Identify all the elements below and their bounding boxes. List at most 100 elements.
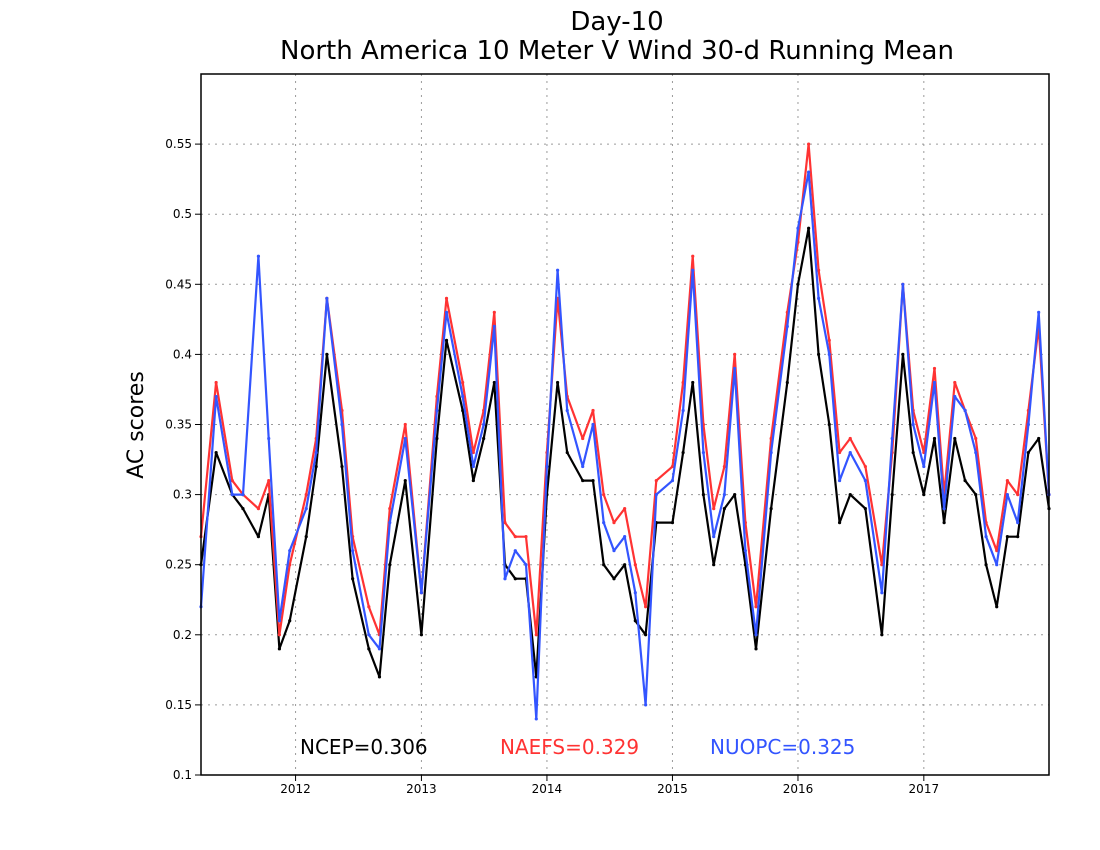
data-point-nuopc [367, 633, 371, 637]
data-point-ncep [681, 450, 685, 455]
data-point-nuopc [534, 717, 538, 721]
x-tick-label: 2012 [280, 782, 311, 796]
data-point-ncep [974, 493, 978, 497]
y-tick-label: 0.3 [173, 488, 192, 502]
data-point-naefs [691, 254, 695, 258]
data-point-nuopc [932, 380, 937, 385]
data-point-nuopc [644, 703, 648, 707]
data-point-ncep [1026, 450, 1030, 455]
data-point-ncep [837, 521, 842, 525]
data-point-ncep [691, 380, 695, 385]
data-point-nuopc [754, 633, 758, 637]
data-point-ncep [444, 338, 449, 342]
data-point-nuopc [612, 549, 616, 553]
data-point-ncep [325, 352, 329, 356]
data-point-ncep [513, 577, 517, 581]
data-point-naefs [932, 366, 937, 371]
data-point-ncep [367, 647, 371, 651]
data-point-nuopc [230, 493, 234, 497]
data-point-naefs [513, 535, 517, 539]
series-line-naefs [199, 143, 1051, 636]
data-point-naefs [230, 478, 234, 483]
data-point-ncep [591, 478, 595, 483]
data-point-ncep [963, 478, 967, 483]
y-tick-label: 0.2 [173, 628, 192, 642]
data-point-naefs [633, 563, 637, 567]
data-point-naefs [388, 507, 392, 511]
data-point-nuopc [1026, 422, 1030, 427]
data-point-naefs [722, 464, 726, 469]
data-point-nuopc [848, 450, 852, 455]
data-point-ncep [277, 647, 282, 651]
legend: NCEP=0.306 NAEFS=0.329 NUOPC=0.325 [300, 735, 855, 759]
data-point-nuopc [817, 296, 821, 300]
data-point-ncep [419, 633, 424, 637]
series-line-ncep [199, 227, 1051, 679]
series-lines [199, 142, 1051, 721]
data-point-nuopc [461, 394, 465, 399]
data-point-ncep [340, 464, 344, 469]
data-point-nuopc [722, 493, 726, 497]
data-point-ncep [848, 493, 852, 497]
x-tick-label: 2017 [909, 782, 940, 796]
y-tick-label: 0.35 [165, 418, 192, 432]
data-point-nuopc [419, 591, 424, 595]
data-point-nuopc [837, 478, 842, 483]
data-point-ncep [602, 563, 606, 567]
data-point-naefs [277, 633, 282, 637]
data-point-nuopc [602, 521, 606, 525]
data-point-nuopc [942, 507, 946, 511]
data-point-ncep [880, 633, 884, 637]
data-point-ncep [670, 521, 675, 525]
data-point-ncep [623, 563, 627, 567]
data-point-naefs [591, 408, 595, 413]
data-point-nuopc [471, 464, 475, 469]
x-tick-label: 2016 [783, 782, 814, 796]
data-point-nuopc [444, 310, 449, 314]
data-point-nuopc [827, 352, 831, 356]
y-tick-label: 0.55 [165, 137, 192, 151]
data-point-naefs [471, 450, 475, 455]
data-point-ncep [565, 450, 569, 455]
data-point-naefs [827, 338, 831, 342]
data-point-nuopc [340, 422, 344, 427]
data-point-ncep [922, 493, 926, 497]
series-line-nuopc [199, 171, 1051, 721]
data-point-nuopc [670, 478, 675, 483]
chart-title-line2: North America 10 Meter V Wind 30-d Runni… [280, 36, 954, 66]
data-point-nuopc [241, 493, 245, 497]
data-point-nuopc [482, 422, 486, 427]
data-point-nuopc [796, 226, 800, 230]
data-point-ncep [633, 619, 637, 623]
data-point-naefs [837, 450, 842, 455]
data-point-nuopc [314, 450, 318, 455]
data-point-ncep [241, 507, 245, 511]
data-point-ncep [377, 675, 382, 679]
data-point-ncep [556, 380, 560, 385]
data-point-ncep [403, 478, 407, 483]
data-point-nuopc [304, 507, 308, 511]
data-point-naefs [1016, 493, 1020, 497]
data-point-nuopc [288, 549, 292, 553]
data-point-naefs [534, 633, 538, 637]
data-point-ncep [612, 577, 616, 581]
data-point-nuopc [922, 464, 926, 469]
data-point-nuopc [901, 282, 905, 286]
data-point-naefs [288, 563, 292, 567]
legend-entry-naefs: NAEFS=0.329 [500, 735, 639, 759]
data-point-naefs [953, 380, 957, 385]
data-point-nuopc [863, 478, 867, 483]
data-point-nuopc [277, 619, 282, 623]
x-tick-label: 2015 [657, 782, 688, 796]
gridlines [201, 74, 1049, 775]
data-point-ncep [701, 493, 706, 497]
data-point-naefs [974, 436, 978, 441]
data-point-nuopc [556, 268, 560, 272]
data-point-nuopc [623, 535, 627, 539]
data-point-naefs [267, 478, 271, 483]
data-point-nuopc [712, 535, 716, 539]
data-point-nuopc [681, 408, 685, 413]
data-point-ncep [932, 436, 937, 441]
data-point-nuopc [785, 324, 789, 328]
